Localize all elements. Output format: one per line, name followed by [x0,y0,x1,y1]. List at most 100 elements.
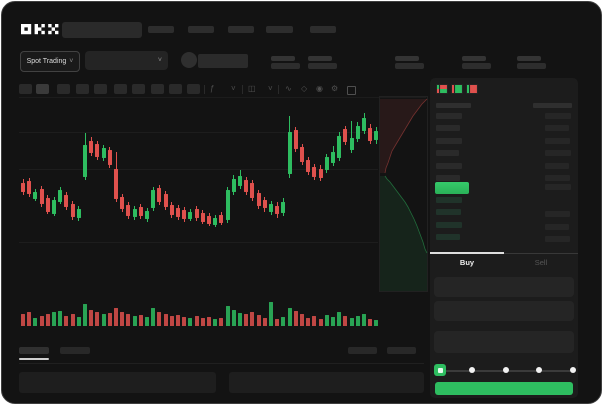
draw-tool-icon[interactable]: ◇ [301,84,308,93]
candle-body [250,183,255,198]
order-form-field[interactable] [434,277,574,297]
icon-bar [454,87,462,89]
volume-bar [21,314,25,326]
candle-body [163,194,168,207]
stat-value-placeholder [308,63,337,69]
bottom-action-placeholder[interactable] [348,347,377,354]
ask-row-amount[interactable] [545,125,569,131]
bid-row-price[interactable] [436,196,462,203]
volume-bar [343,316,348,326]
timeframe-button[interactable] [132,84,145,94]
bid-row-amount[interactable] [545,223,569,230]
ask-row-amount[interactable] [545,150,571,156]
icon-stripe [452,89,462,91]
ask-row-price[interactable] [436,162,462,169]
book-asks-view-icon[interactable] [466,84,478,94]
slider-step-dot[interactable] [570,367,576,373]
bid-row-price[interactable] [436,209,461,215]
volume-bar [176,315,180,326]
pair-select-dropdown[interactable]: ˅ [85,51,168,70]
ask-row-price[interactable] [436,137,462,144]
book-both-view-icon[interactable] [436,84,448,94]
tab-buy[interactable]: Buy [459,258,475,267]
volume-bar [194,316,199,326]
book-bids-view-icon[interactable] [451,84,463,94]
order-form-field[interactable] [434,331,574,353]
tab-sell[interactable]: Sell [534,258,548,267]
amount-slider-handle[interactable] [434,364,446,376]
bid-row-price[interactable] [436,234,460,240]
timeframe-button[interactable] [57,84,70,94]
search-input[interactable] [62,22,142,38]
volume-bar [169,316,174,326]
bottom-action-placeholder[interactable] [387,347,416,354]
ask-row-amount[interactable] [545,175,570,181]
ask-row-price[interactable] [436,112,462,119]
slider-step-dot[interactable] [502,367,509,373]
ask-row-amount[interactable] [545,112,571,119]
nav-item-placeholder[interactable] [188,26,214,33]
volume-bar [132,316,137,326]
icon-stripe [467,87,477,89]
icon-dot [467,85,469,87]
chart-bottom-tab[interactable] [19,347,49,354]
slider-step-dot[interactable] [468,367,475,373]
icon-dot [437,89,439,91]
spot-trading-dropdown[interactable]: Spot Trading ˅ [20,51,80,72]
icon-dot [467,91,469,93]
timeframe-button[interactable] [169,84,182,94]
slider-step-dot[interactable] [536,367,543,373]
settings-gear-icon[interactable]: ⚙ [331,84,339,93]
bid-row-price[interactable] [436,221,462,228]
volume-bar [89,310,94,326]
ask-row-amount[interactable] [545,137,570,144]
ask-row-price[interactable] [436,150,459,156]
indicators-icon[interactable]: ƒ [210,84,215,93]
candle-body [182,210,187,219]
candle-body [138,207,143,216]
timeframe-button[interactable] [19,84,32,94]
icon-bar [439,91,447,93]
bid-row-amount[interactable] [545,236,570,242]
candle-body [33,192,38,199]
chevron-down-icon[interactable]: ˅ [231,84,236,93]
timeframe-button[interactable] [151,84,164,94]
candle-body [132,209,137,217]
timeframe-button[interactable] [187,84,200,94]
volume-bar [374,320,379,326]
timeframe-button[interactable] [94,84,107,94]
ask-row-price[interactable] [436,175,460,181]
chevron-down-icon[interactable]: ˅ [268,84,273,93]
nav-item-placeholder[interactable] [266,26,293,33]
order-form-field[interactable] [434,301,574,321]
candle-body [101,148,106,158]
volume-bar [293,311,298,326]
volume-bar [238,313,242,326]
timeframe-button[interactable] [114,84,127,94]
timeframe-button[interactable] [36,84,49,94]
okx-logo [21,24,59,35]
fullscreen-icon[interactable] [347,86,356,95]
ask-row-amount[interactable] [545,162,569,169]
candle-body [176,208,180,217]
candle-body [238,176,242,186]
candle-body [45,198,50,212]
snapshot-icon[interactable]: ◉ [316,84,323,93]
candle-body [207,216,211,224]
icon-stripe [467,89,477,91]
volume-bar [331,317,335,326]
timeframe-button[interactable] [76,84,89,94]
bid-row-amount[interactable] [545,211,570,217]
nav-item-placeholder[interactable] [310,26,336,33]
buy-submit-button[interactable] [435,382,573,395]
candle-body [70,204,75,217]
ask-row-price[interactable] [436,125,460,131]
volume-bar [52,312,56,326]
line-tool-icon[interactable]: ∿ [285,84,292,93]
nav-item-placeholder[interactable] [228,26,254,33]
candle-body [337,136,342,158]
icon-bar [454,89,462,91]
chart-bottom-tab[interactable] [60,347,90,354]
candle-style-icon[interactable]: ◫ [248,84,256,93]
nav-item-placeholder[interactable] [148,26,174,33]
